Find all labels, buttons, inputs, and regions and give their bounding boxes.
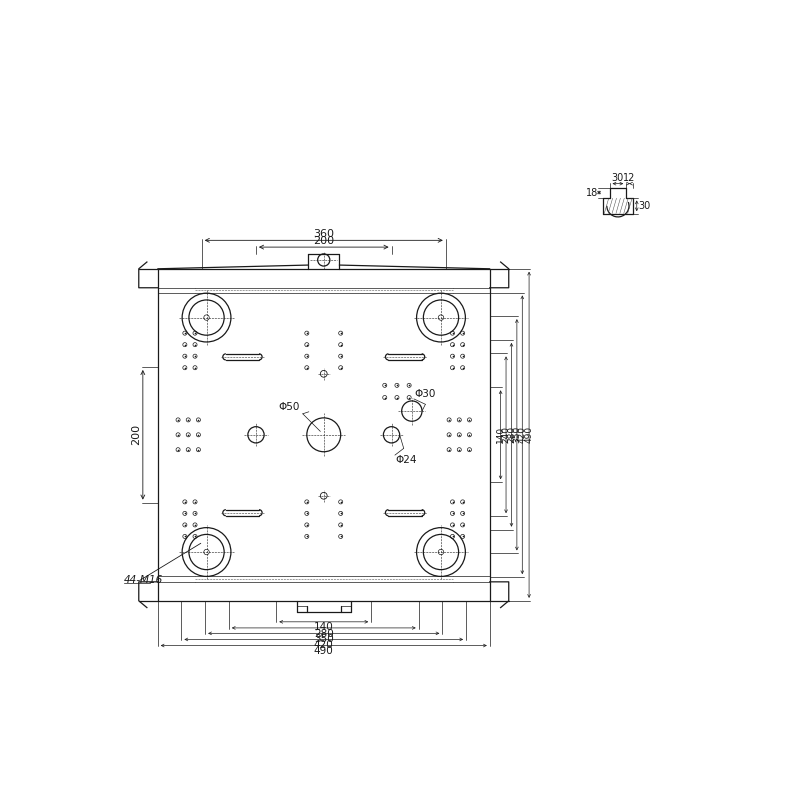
Text: 30: 30 (612, 173, 624, 182)
Text: 490: 490 (314, 646, 334, 656)
Text: 420: 420 (314, 640, 334, 650)
Text: 140: 140 (496, 426, 505, 443)
Text: 44-M16: 44-M16 (124, 575, 163, 586)
Text: 30: 30 (638, 201, 650, 211)
Text: 490: 490 (525, 426, 534, 443)
Text: 360: 360 (314, 229, 334, 239)
Text: 12: 12 (623, 173, 636, 182)
Text: 350: 350 (314, 634, 334, 644)
Text: 200: 200 (131, 424, 141, 446)
Text: 280: 280 (314, 629, 334, 638)
Text: 420: 420 (518, 426, 526, 443)
Text: 140: 140 (314, 622, 334, 633)
Bar (158, 269, 490, 601)
Text: 350: 350 (512, 426, 522, 443)
Text: 200: 200 (313, 236, 334, 246)
Text: Φ24: Φ24 (395, 455, 417, 465)
Text: Φ30: Φ30 (414, 389, 435, 399)
Text: Φ50: Φ50 (278, 402, 299, 412)
Text: 18: 18 (586, 187, 598, 198)
Text: 240: 240 (502, 426, 510, 443)
Text: 280: 280 (507, 426, 516, 443)
